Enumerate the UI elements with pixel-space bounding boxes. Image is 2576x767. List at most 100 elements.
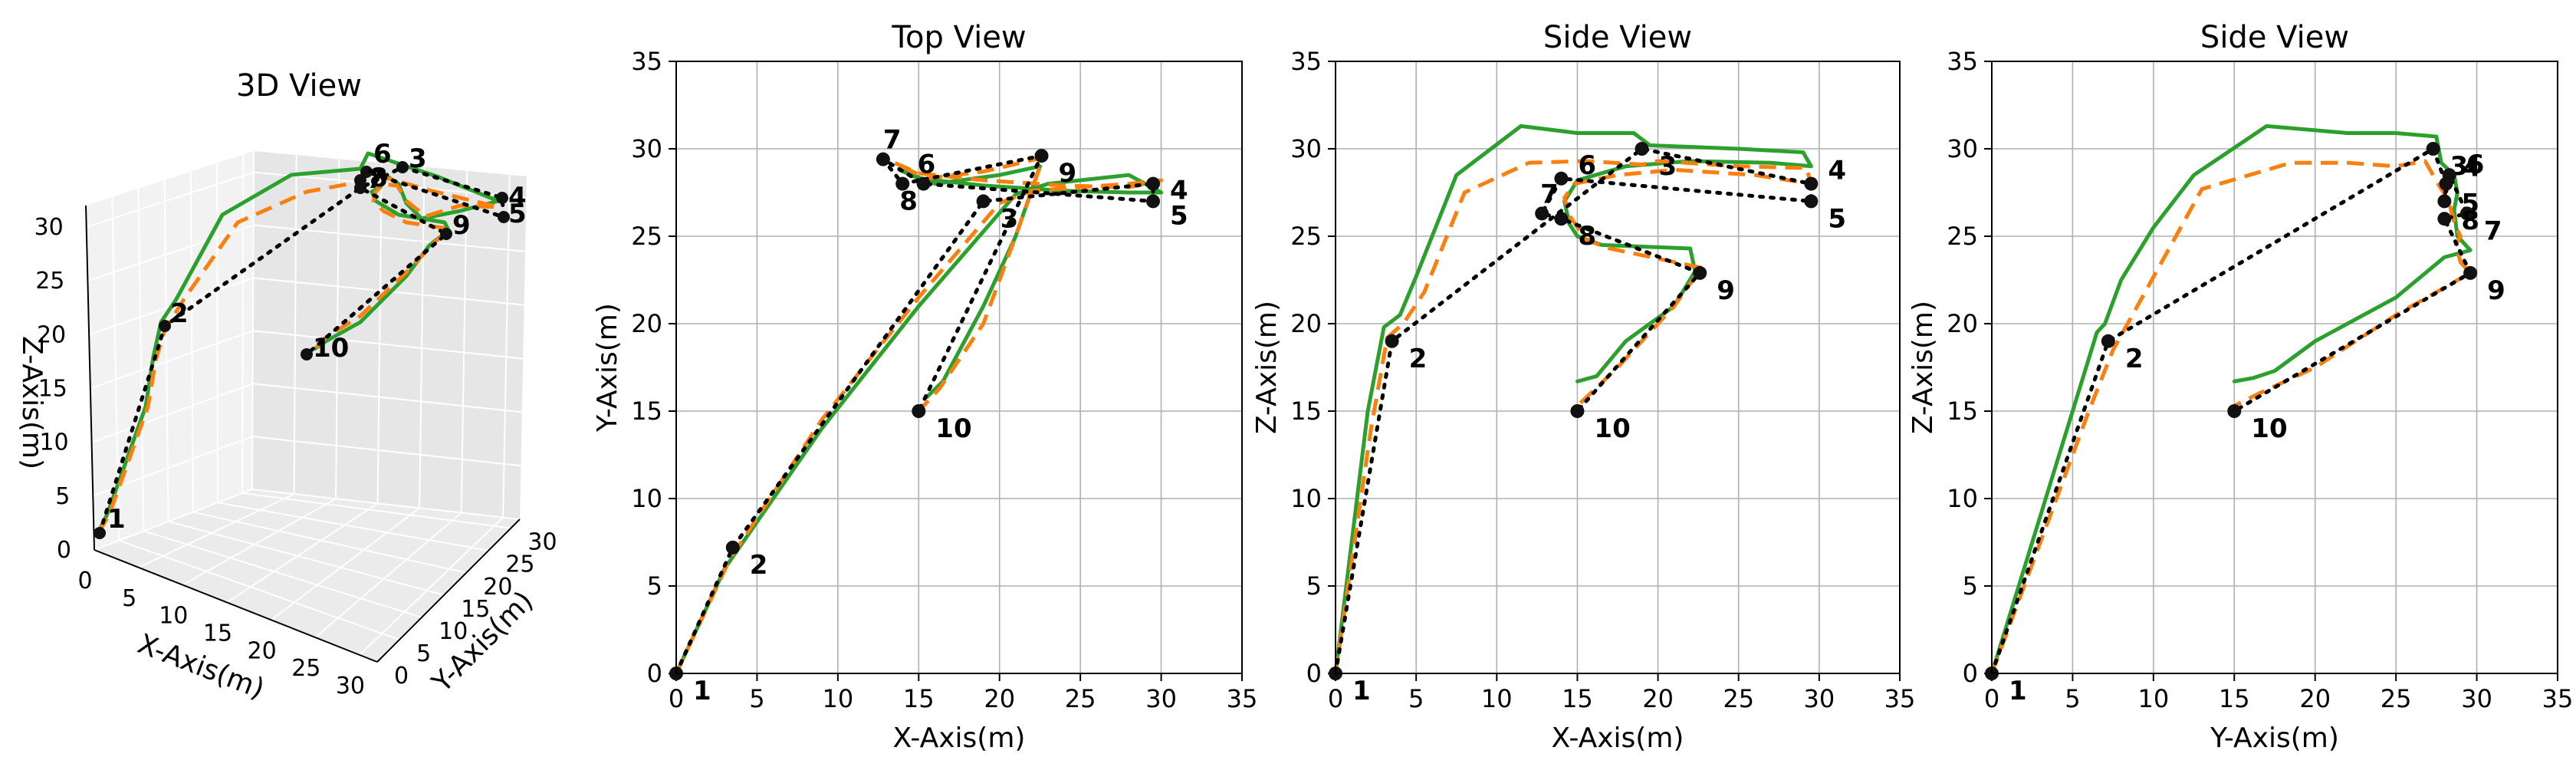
x-tick-label: 0 [1328, 684, 1343, 713]
grid-line [502, 174, 511, 518]
y-axis-label: Z-Axis(m) [1907, 301, 1939, 434]
x-tick-label: 30 [336, 673, 365, 700]
waypoint-label: 5 [1170, 200, 1188, 231]
waypoint-label: 5 [1828, 203, 1846, 234]
y-tick-label: 5 [1963, 571, 1978, 601]
reference-trajectory-line [1333, 123, 1813, 676]
waypoint-labels-3d: 1 2 3 4 5 6 7 8 9 10 [107, 139, 527, 535]
waypoint-label: 1 [107, 504, 126, 535]
x-tick-label: 20 [248, 637, 277, 664]
panel-top-view: 0 5 10 15 20 25 30 350510152025303512345678910T… [592, 20, 1257, 754]
y-tick-label: 25 [505, 551, 534, 578]
y-axis-label: Z-Axis(m) [1251, 301, 1283, 434]
waypoint-label: 4 [2463, 153, 2482, 183]
y-tick-label: 10 [439, 618, 468, 645]
x-tick-label: 30 [1803, 684, 1835, 713]
waypoint-marker [2437, 212, 2452, 226]
y-tick-label: 25 [1290, 222, 1322, 251]
waypoint-label: 4 [1170, 176, 1188, 206]
waypoint-label: 9 [452, 210, 471, 241]
waypoint-marker [1693, 265, 1707, 280]
waypoint-label: 10 [1594, 413, 1630, 444]
grid-line [253, 224, 526, 252]
z-axis-label: Z-Axis(m) [16, 336, 48, 469]
waypoint-label: 6 [1578, 150, 1596, 181]
waypoint-label: 8 [899, 186, 918, 217]
y-axis-label: Y-Axis(m) [592, 303, 623, 433]
z-tick-label: 15 [38, 376, 67, 403]
waypoint-label: 10 [2251, 413, 2287, 444]
reference-trajectory-line [674, 164, 1164, 676]
y-tick-label: 20 [631, 309, 662, 338]
grid-line [94, 489, 253, 551]
grid-line [86, 171, 255, 229]
grid-line [90, 330, 254, 390]
waypoint-label: 10 [313, 333, 349, 364]
estimated-trajectory-line [674, 155, 1164, 675]
x-tick-label: 0 [77, 568, 92, 594]
waypoint-label: 9 [1717, 275, 1735, 306]
grid-line [91, 383, 253, 443]
grid-line [189, 171, 194, 512]
waypoint-marker [2426, 142, 2440, 156]
x-tick-label: 5 [1408, 684, 1424, 713]
x-tick-label: 25 [2380, 684, 2412, 713]
waypoint-marker [1034, 149, 1049, 163]
grid-line [216, 163, 219, 503]
grid-line [242, 154, 245, 493]
y-tick-label: 0 [647, 659, 662, 688]
x-tick-label: 35 [1884, 684, 1916, 713]
waypoint-marker [1535, 206, 1549, 221]
chart-title: Side View [2200, 20, 2349, 55]
y-tick-label: 25 [1947, 222, 1978, 251]
waypoint-marker [1554, 212, 1569, 226]
y-tick-label: 10 [631, 484, 662, 513]
x-axis-label: X-Axis(m) [893, 723, 1026, 754]
grid-line [137, 188, 145, 532]
grid-line [460, 170, 468, 513]
z-tick-label: 20 [37, 321, 66, 348]
grid-line [293, 155, 297, 495]
waypoint-label: 2 [1409, 344, 1428, 374]
grid-line [87, 224, 254, 282]
grid-line [252, 383, 522, 413]
panel-side-view-xz: 0 5 10 15 20 25 30 35 0 5 10 15 20 25 30 35 1 2 3 4 5 678 9 10 S… [1251, 20, 1915, 754]
x-tick-label: 20 [984, 684, 1015, 713]
plot-frame [675, 61, 1243, 674]
waypoint-label: 3 [1659, 151, 1677, 182]
waypoint-label: 9 [2487, 275, 2505, 306]
y-tick-label: 0 [394, 663, 409, 690]
waypoint-label: 5 [508, 199, 527, 229]
chart-title: Side View [1543, 20, 1692, 55]
waypoints-3d [94, 161, 510, 539]
waypoint-label: 7 [883, 125, 902, 156]
waypoint-label: 8 [2461, 206, 2479, 236]
x-tick-label: 0 [1984, 684, 1999, 713]
y-tick-label: 0 [1306, 659, 1322, 688]
waypoint-marker [1804, 176, 1819, 191]
waypoint-label: 1 [693, 676, 711, 706]
waypoint-label: 8 [1578, 221, 1596, 252]
grid-line [118, 539, 400, 640]
waypoint-marker [876, 152, 890, 166]
waypoint-label: 3 [1001, 203, 1019, 234]
y-tick-label: 30 [1947, 134, 1978, 163]
y-tick-label: 25 [631, 222, 662, 251]
grid-line [271, 507, 420, 621]
waypoint-label: 1 [2009, 676, 2027, 706]
x-tick-label: 25 [291, 655, 320, 682]
x-tick-label: 10 [159, 603, 188, 630]
waypoint-label: 1 [1352, 676, 1371, 706]
x-tick-label: 5 [122, 585, 136, 612]
x-tick-label: 15 [203, 620, 232, 647]
waypoint-marker [2227, 404, 2242, 418]
y-tick-label: 35 [1947, 47, 1978, 76]
y-tick-label: 35 [1290, 47, 1322, 76]
waypoint-label: 6 [2466, 150, 2485, 180]
reference-trajectory-line [1990, 123, 2472, 676]
waypoint-label: 4 [1828, 156, 1846, 186]
waypoint-marker [2437, 194, 2452, 209]
waypoint-label: 2 [170, 298, 189, 329]
grid-line [251, 489, 521, 520]
